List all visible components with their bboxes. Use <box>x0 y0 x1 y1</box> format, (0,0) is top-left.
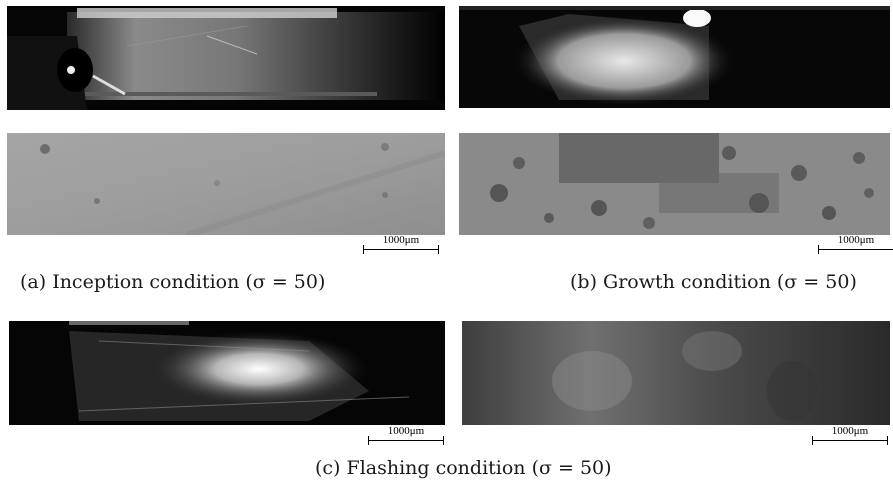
growth-microscope-image <box>459 133 890 235</box>
flashing-overview-image <box>9 321 445 425</box>
inception-microscope-image <box>7 133 445 235</box>
growth-scale-bar: 1000μm <box>818 234 893 254</box>
caption-flashing: (c) Flashing condition (σ = 50) <box>315 457 612 479</box>
growth-overview-image <box>459 6 890 108</box>
inception-scale-bar: 1000μm <box>363 234 439 254</box>
scale-bar-label: 1000μm <box>382 234 420 246</box>
scale-bar-label: 1000μm <box>837 234 875 246</box>
caption-growth: (b) Growth condition (σ = 50) <box>570 271 857 293</box>
caption-inception: (a) Inception condition (σ = 50) <box>20 271 326 293</box>
flashing-microscope-image <box>462 321 890 425</box>
flashing-microscope-scale-bar: 1000μm <box>812 425 888 445</box>
flashing-overview-scale-bar: 1000μm <box>368 425 444 445</box>
scale-bar-label: 1000μm <box>831 425 869 437</box>
scale-bar-label: 1000μm <box>387 425 425 437</box>
inception-overview-image <box>7 6 445 110</box>
